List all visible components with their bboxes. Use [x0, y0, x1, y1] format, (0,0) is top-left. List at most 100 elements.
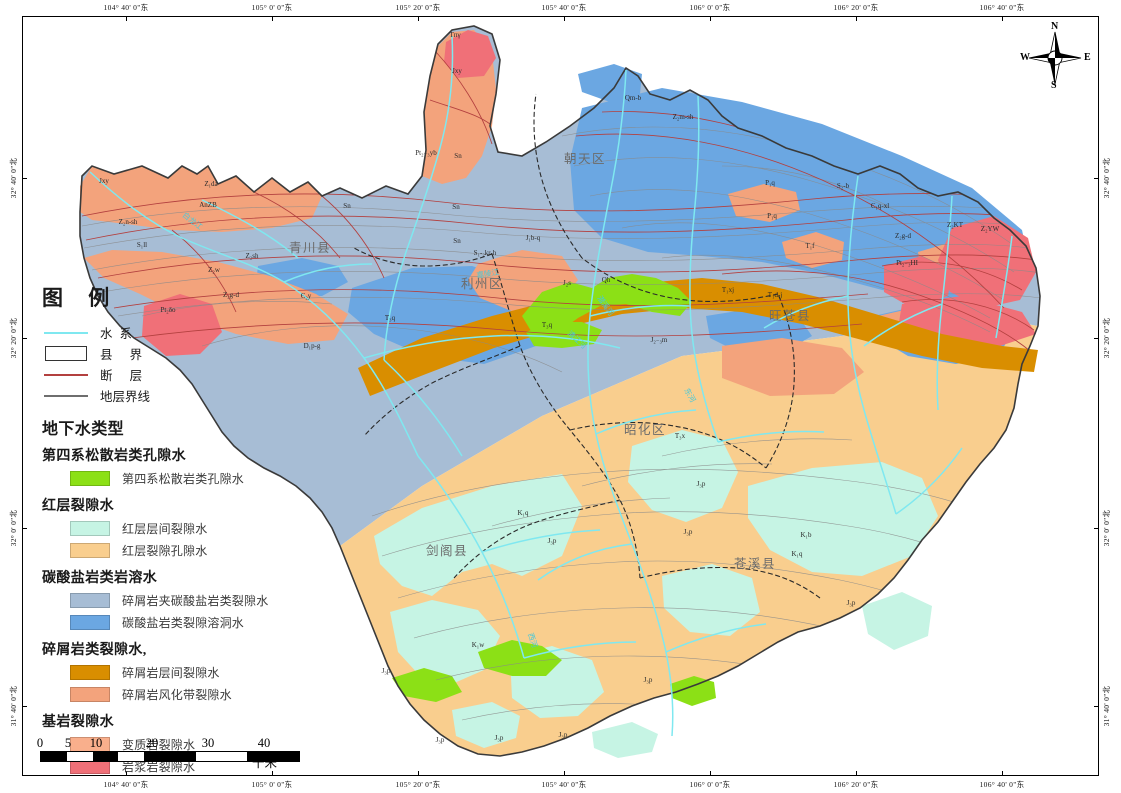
legend-line-symbol [40, 364, 92, 385]
legend-item: 碳酸盐岩类裂隙溶洞水 [70, 611, 292, 633]
latitude-label: 32° 20' 0"北 [1102, 317, 1111, 359]
legend-item: 红层裂隙孔隙水 [70, 539, 292, 561]
legend-line-row: 县 界 [40, 343, 292, 364]
latitude-label: 31° 40' 0"北 [1102, 685, 1111, 727]
legend-group-heading: 碎屑岩类裂隙水, [42, 643, 147, 658]
legend-color-swatch [70, 614, 110, 630]
legend-item-label: 碎屑岩风化带裂隙水 [122, 687, 232, 702]
compass-west-label: W [1020, 52, 1030, 63]
latitude-label: 32° 40' 0"北 [1102, 157, 1111, 199]
longitude-label: 105° 40' 0"东 [541, 3, 587, 12]
graticule-tick [22, 178, 27, 179]
scale-bar-numbers: 0 5 10 20 30 40 [37, 736, 300, 751]
scale-bar-tick-label: 40 [257, 736, 271, 750]
geology-unit-label: T₃x [675, 432, 686, 440]
geology-unit-label: Pt₂₋₃HI [896, 259, 918, 267]
river-network [89, 35, 1013, 737]
legend-color-swatch [70, 686, 110, 702]
longitude-label: 106° 40' 0"东 [979, 780, 1025, 789]
geology-unit-labels: Tпγ Jxy Pt₂₋₃yb Jxy Z₁da AnZB Z₂n-sh S₁ll Z₂sh Z₂… [99, 31, 999, 744]
geology-unit-label: T₁xj [722, 286, 734, 294]
scale-bar-blocks [40, 751, 300, 762]
geology-unit-label: Z₂n-sh [119, 218, 138, 226]
county-name-label: 朝天区 [564, 152, 606, 166]
geology-unit-label: S₁ll [137, 241, 147, 249]
geology-unit-label: Z₂m-sh [673, 113, 694, 121]
latitude-label: 32° 20' 0"北 [9, 317, 18, 359]
latitude-label: 32° 40' 0"北 [9, 157, 18, 199]
legend-line-symbol [40, 385, 92, 406]
geology-unit-label: Z₂g-d [223, 291, 240, 299]
legend-item-label: 红层层间裂隙水 [122, 521, 208, 536]
map-legend: 图 例 水系县 界断 层地层界线 地下水类型 第四系松散岩类孔隙水 第四系松散岩类… [40, 282, 292, 777]
legend-groups-title: 地下水类型 [42, 421, 125, 438]
scale-bar: 0 5 10 20 30 40 千米 [37, 736, 300, 770]
legend-item-label: 碳酸盐岩类裂隙溶洞水 [122, 615, 245, 630]
geology-unit-label: K₁b [801, 531, 812, 539]
graticule-tick [1094, 338, 1099, 339]
legend-item-label: 第四系松散岩类孔隙水 [122, 471, 245, 486]
prefecture-outline [79, 25, 1041, 757]
graticule-tick [272, 771, 273, 776]
legend-box-symbol [40, 343, 92, 364]
legend-line-label: 县 界 [100, 348, 150, 362]
geology-unit-label: Sn [343, 202, 351, 210]
graticule-tick [22, 338, 27, 339]
geology-unit-label: Sn [454, 152, 462, 160]
county-name-label: 利州区 [461, 277, 503, 291]
region-clastic-interlayer [358, 278, 1038, 396]
geology-unit-label: Sn [452, 203, 460, 211]
graticule-tick [126, 771, 127, 776]
legend-line-swatch [44, 394, 88, 397]
scale-bar-tick-label: 5 [64, 736, 72, 750]
legend-color-swatch [70, 470, 110, 486]
legend-item-label: 变质岩裂隙水 [122, 737, 196, 752]
longitude-label: 106° 20' 0"东 [833, 3, 879, 12]
compass-east-label: E [1084, 52, 1091, 63]
graticule-tick [418, 16, 419, 21]
scale-bar-tick-label: 20 [145, 736, 159, 750]
longitude-label: 105° 20' 0"东 [395, 780, 441, 789]
county-name-label: 青川县 [289, 241, 331, 255]
geology-unit-label: Jxy [99, 177, 109, 185]
county-name-label: 剑阁县 [426, 543, 468, 558]
geology-unit-label: J₂₋₃m [651, 336, 668, 344]
graticule-tick [1002, 16, 1003, 21]
geology-unit-label: J₃p [548, 537, 557, 545]
county-name-label: 苍溪县 [734, 557, 776, 571]
county-border-swatch [45, 346, 87, 361]
legend-color-swatch [70, 520, 110, 536]
graticule-tick [710, 771, 711, 776]
geology-unit-label: J₂s [563, 279, 571, 287]
legend-title: 图 例 [42, 286, 120, 310]
geology-unit-label: T₁d-j [768, 291, 783, 299]
legend-item-label: 碎屑岩层间裂隙水 [122, 665, 220, 680]
geology-unit-label: J₃p [382, 667, 391, 675]
legend-line-label: 断 层 [100, 369, 150, 383]
geology-unit-label: S₂-b [837, 182, 850, 190]
geology-unit-label: T₁f [805, 242, 815, 250]
graticule-tick [418, 771, 419, 776]
graticule-tick [1002, 771, 1003, 776]
legend-item: 碎屑岩风化带裂隙水 [70, 683, 292, 705]
graticule-tick [1094, 178, 1099, 179]
geology-unit-label: J₁b-q [526, 234, 541, 242]
geology-unit-label: Z₂YW [981, 225, 1000, 233]
geology-unit-label: K₁w [472, 641, 485, 649]
graticule-tick [126, 16, 127, 21]
legend-line-label: 水系 [100, 327, 140, 341]
geology-unit-label: J₃p [697, 480, 706, 488]
graticule-tick [856, 16, 857, 21]
graticule-tick [22, 528, 27, 529]
legend-line-swatch [44, 331, 88, 334]
legend-group-heading: 碳酸盐岩类岩溶水 [42, 571, 158, 586]
legend-group-heading: 红层裂隙水 [42, 499, 114, 514]
graticule-tick [564, 771, 565, 776]
graticule-tick [1094, 528, 1099, 529]
geology-unit-label: J₃p [847, 599, 856, 607]
geology-unit-label: K₁q [792, 550, 803, 558]
legend-item: 红层层间裂隙水 [70, 517, 292, 539]
legend-item: 碎屑岩夹碳酸盐岩类裂隙水 [70, 589, 292, 611]
